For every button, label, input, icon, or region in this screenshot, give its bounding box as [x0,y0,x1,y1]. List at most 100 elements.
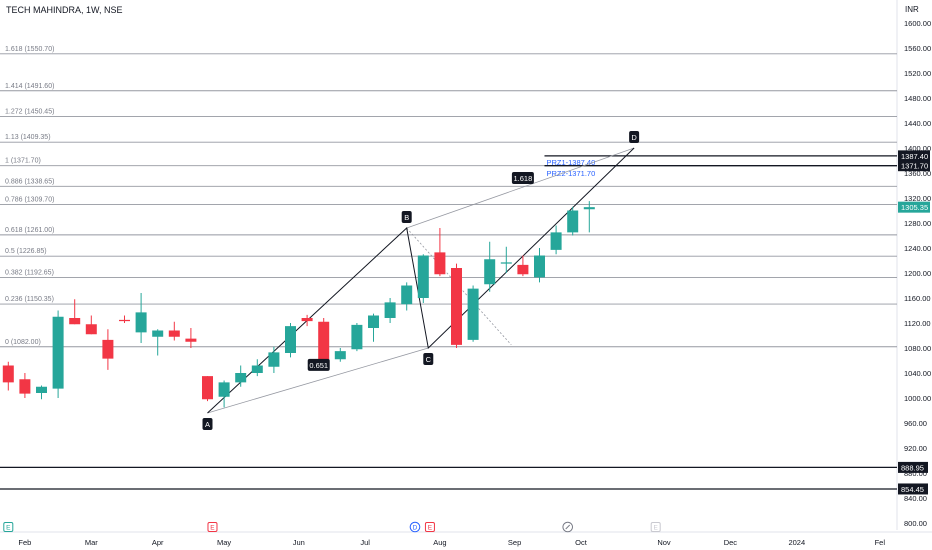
fibonacci-levels: 0 (1082.00) 0.236 (1150.35) 0.382 (1192.65… [0,46,897,348]
pattern-point-badge [202,418,213,430]
candle [235,365,247,387]
candle [2,361,14,391]
candle-body [285,326,296,353]
candle-body [202,376,213,400]
price-tick-label: 1560.00 [904,44,931,53]
candle-body [318,321,330,360]
candle [36,385,47,400]
candle [85,315,97,335]
candle [202,376,213,402]
price-badge-label: 1305.35 [901,203,928,212]
ratio-label: 1.618 [514,174,533,183]
candle-body [583,207,595,210]
candle [52,310,64,398]
prz-label: PRZ1-1387.40 [546,158,595,167]
candle-body [484,259,496,285]
candle [334,348,346,362]
candle-body [268,352,280,367]
candle-body [235,373,247,383]
time-tick-label: Mar [85,538,98,547]
candle-body [135,312,147,333]
event-marker: D [409,521,421,533]
price-tick-label: 1000.00 [904,394,931,403]
price-tick-label: 880.00 [904,469,927,478]
candle [351,323,363,352]
fib-level-label: 0.382 (1192.65) [5,270,54,277]
candle-body [334,351,346,360]
candle-body [401,285,413,305]
candle-body [500,262,512,264]
candle [500,246,512,273]
time-tick-label: Aug [433,538,446,547]
pattern-point-badge [423,353,434,365]
candle-body [251,365,263,373]
price-badge-label: 1387.40 [901,152,928,161]
event-marker [562,521,574,533]
candle [69,299,81,325]
candle-body [152,330,164,337]
candle [567,206,579,236]
pattern-point-label: D [631,133,637,142]
fib-level-label: 0.886 (1338.65) [5,178,54,185]
currency-label: INR [905,5,919,14]
candle-body [301,318,313,322]
support-price-badge-label: 854.45 [901,485,924,494]
candle [451,263,462,348]
price-tick-label: 960.00 [904,419,927,428]
candle [301,314,313,327]
price-tick-label: 920.00 [904,444,927,453]
candle [318,318,330,361]
candle [417,254,429,303]
support-price-badge-label: 888.95 [901,463,924,472]
price-tick-label: 1600.00 [904,19,931,28]
fib-level-label: 1.414 (1491.60) [5,83,54,90]
price-tick-label: 1360.00 [904,169,931,178]
candle-body [467,288,479,340]
price-tick-label: 840.00 [904,494,927,503]
pattern-point-label: C [426,355,432,364]
candle [268,346,280,373]
price-badge [898,201,930,213]
price-tick-label: 1320.00 [904,194,931,203]
dividend-icon [409,521,421,533]
candle-body [2,365,14,383]
price-tick-label: 1080.00 [904,344,931,353]
price-badge-label: 1371.70 [901,162,928,171]
time-tick-label: Sep [508,538,521,547]
ratio-labels: 0.651 1.618 [307,172,534,371]
dividend-icon-letter: D [413,525,418,532]
ratio-badge [307,358,330,371]
price-tick-label: 1520.00 [904,69,931,78]
fib-level-label: 0.5 (1226.85) [5,248,47,255]
time-tick-label: Nov [657,538,671,547]
pattern-points: A B C D [202,131,640,430]
time-tick-label: Apr [152,538,164,547]
ratio-label: 0.651 [309,361,328,370]
candle [135,293,147,343]
fib-level-label: 1 (1371.70) [5,158,41,165]
support-price-badge [898,461,928,473]
candle-body [368,315,379,328]
candle-body [434,252,446,275]
candle [185,328,197,348]
pattern-point-badge [401,211,412,223]
pattern-point-label: B [404,213,409,222]
split-icon-slash [565,524,571,530]
candle-body [534,255,545,278]
fib-level-label: 1.618 (1550.70) [5,46,54,53]
price-badge [898,160,930,172]
candle [550,225,562,255]
candle-body [69,318,81,325]
price-axis: 800.00 840.00 880.00 920.00 960.00 1000.00 104… [896,0,931,530]
earnings-icon-letter: E [654,525,659,532]
event-marker: E [650,522,661,532]
price-tick-label: 1280.00 [904,219,931,228]
candle-body [417,255,429,298]
support-price-badge [898,483,928,495]
price-tick-label: 1120.00 [904,319,931,328]
fib-level-label: 1.272 (1450.45) [5,108,54,115]
time-tick-label: Dec [724,538,738,547]
event-marker: E [424,522,435,532]
